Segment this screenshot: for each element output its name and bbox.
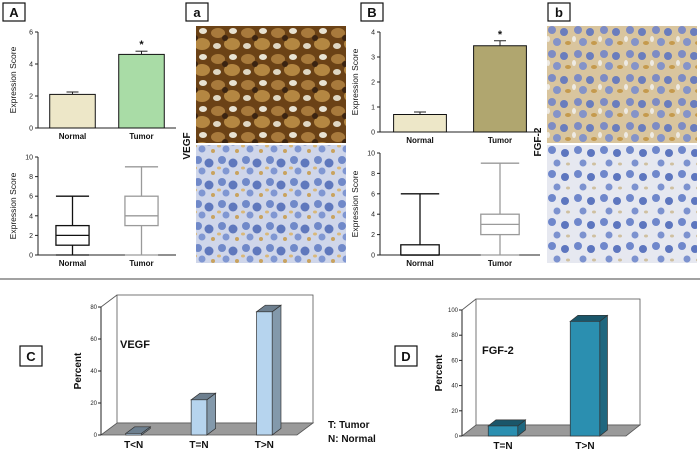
y-tick-label: 0 xyxy=(29,253,33,260)
bar-front xyxy=(487,425,519,437)
y-tick-label: 0 xyxy=(371,253,375,260)
y-tick-label: 8 xyxy=(371,171,375,178)
bar-normal xyxy=(49,93,96,129)
significance-star: * xyxy=(498,29,503,41)
x-tick-label: Normal xyxy=(59,259,87,268)
y-axis-label: Expression Score xyxy=(350,48,360,115)
panel-label-D: D xyxy=(394,345,418,367)
bar-front xyxy=(190,399,208,436)
y-tick-label: 3 xyxy=(371,55,375,62)
y-tick-label: 2 xyxy=(29,233,33,240)
panel-label-B: B xyxy=(360,2,384,22)
bar-front xyxy=(569,320,601,437)
chart-C: 0 20 40 60 80 Percent VEGF T<N T=N T>N xyxy=(73,294,315,451)
bar-side xyxy=(271,304,282,436)
box-tumor xyxy=(124,195,159,227)
legend-normal: N: Normal xyxy=(328,434,376,445)
svg-text:B: B xyxy=(367,5,376,20)
fgf2-side-label: FGF-2 xyxy=(533,127,544,156)
y-tick-label: 4 xyxy=(29,62,33,69)
y-tick-label: 40 xyxy=(451,384,458,390)
wall-edge xyxy=(100,294,118,308)
y-tick-label: 20 xyxy=(90,401,97,407)
micrograph-fgf2-tumor xyxy=(547,26,697,143)
y-tick-label: 8 xyxy=(29,174,33,181)
y-tick-label: 6 xyxy=(371,191,375,198)
y-axis-label: Percent xyxy=(73,352,84,389)
chart-B-box: 0 2 4 6 8 10 Expression Score Normal Tumor xyxy=(350,151,540,268)
wall-edge xyxy=(461,298,477,311)
bar-side xyxy=(599,314,608,437)
y-tick-label: 60 xyxy=(90,337,97,343)
y-tick-label: 80 xyxy=(90,305,97,311)
x-tick-label: Normal xyxy=(59,132,87,141)
panel-label-b: b xyxy=(547,2,571,22)
y-axis-label: Expression Score xyxy=(8,172,18,239)
box-normal xyxy=(400,244,440,256)
svg-text:A: A xyxy=(9,5,19,20)
x-tick-label: Tumor xyxy=(488,136,512,145)
y-tick-label: 100 xyxy=(448,308,459,314)
y-tick-label: 0 xyxy=(29,126,33,133)
x-tick-label: Normal xyxy=(406,136,434,145)
chart-title: VEGF xyxy=(120,339,150,351)
x-tick-label: T=N xyxy=(493,441,512,452)
significance-star: * xyxy=(139,39,144,51)
panel-label-A: A xyxy=(2,2,26,22)
y-tick-label: 40 xyxy=(90,369,97,375)
micrograph-fgf2-normal xyxy=(547,145,697,263)
vegf-side-label: VEGF xyxy=(182,132,193,159)
chart-D: 0 20 40 60 80 100 Percent FGF-2 T=N T>N xyxy=(434,298,642,452)
y-tick-label: 0 xyxy=(94,433,98,439)
x-tick-label: T>N xyxy=(255,440,274,451)
y-axis-label: Expression Score xyxy=(350,170,360,237)
x-tick-label: T>N xyxy=(575,441,594,452)
y-tick-label: 80 xyxy=(451,333,458,339)
bar-normal xyxy=(393,114,447,133)
y-tick-label: 0 xyxy=(371,130,375,137)
y-tick-label: 2 xyxy=(371,80,375,87)
chart-A-box: 0 2 4 6 8 10 Expression Score Normal Tumor xyxy=(8,155,176,268)
y-tick-label: 6 xyxy=(29,194,33,201)
y-tick-label: 1 xyxy=(371,105,375,112)
y-tick-label: 10 xyxy=(367,151,375,158)
x-tick-label: Normal xyxy=(406,259,434,268)
chart-title: FGF-2 xyxy=(482,345,514,357)
y-axis-label: Expression Score xyxy=(8,46,18,113)
y-axis-label: Percent xyxy=(434,354,445,391)
y-tick-label: 4 xyxy=(371,30,375,37)
x-tick-label: T<N xyxy=(124,440,143,451)
svg-text:C: C xyxy=(26,349,36,364)
bar-tumor xyxy=(118,53,165,129)
x-tick-label: Tumor xyxy=(129,132,153,141)
panel-label-a: a xyxy=(185,2,209,22)
y-tick-label: 2 xyxy=(29,94,33,101)
svg-text:a: a xyxy=(193,5,201,20)
x-tick-label: T=N xyxy=(189,440,208,451)
x-tick-label: Tumor xyxy=(129,259,153,268)
y-tick-label: 6 xyxy=(29,30,33,37)
bar-front xyxy=(256,311,273,436)
micrograph-vegf-tumor xyxy=(196,26,346,143)
bar-side xyxy=(206,392,216,436)
chart-A-bar: 0 2 4 6 Expression Score Normal Tumor * xyxy=(8,30,176,141)
legend-tumor: T: Tumor xyxy=(328,420,370,431)
x-tick-label: Tumor xyxy=(488,259,512,268)
bar-front xyxy=(125,433,142,436)
y-tick-label: 4 xyxy=(29,213,33,220)
y-tick-label: 4 xyxy=(371,212,375,219)
y-tick-label: 60 xyxy=(451,358,458,364)
chart-B-bar: 0 1 2 3 4 Expression Score Normal Tumor * xyxy=(350,29,540,145)
svg-text:D: D xyxy=(401,349,410,364)
y-tick-label: 20 xyxy=(451,409,458,415)
y-tick-label: 2 xyxy=(371,232,375,239)
panel-label-C: C xyxy=(19,345,43,367)
y-tick-label: 0 xyxy=(455,434,459,440)
svg-text:b: b xyxy=(555,5,563,20)
bar-tumor xyxy=(473,45,527,133)
back-wall xyxy=(475,298,641,426)
micrograph-vegf-normal xyxy=(196,145,346,263)
y-tick-label: 10 xyxy=(25,155,33,162)
